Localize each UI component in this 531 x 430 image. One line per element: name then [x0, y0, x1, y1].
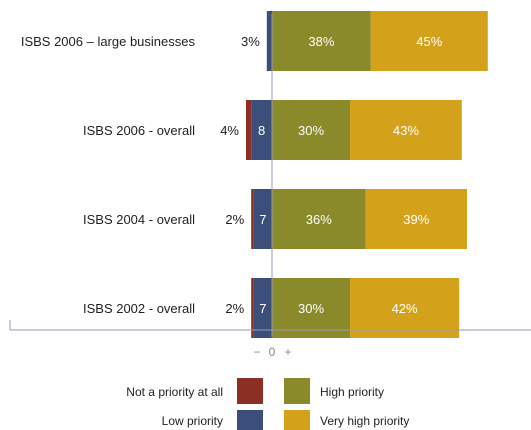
- bar-very-high-priority: [365, 189, 467, 249]
- bar-very-high-priority: [370, 11, 488, 71]
- axis-zero-label: 0: [269, 345, 276, 359]
- baseline-axis: [9, 320, 531, 331]
- low-priority-value-label: 7: [259, 212, 266, 227]
- bar-high-priority: [272, 11, 371, 71]
- bar-low-priority: [253, 189, 272, 249]
- bar-low-priority: [266, 11, 272, 71]
- negative-total-label: 2%: [225, 301, 244, 316]
- very-high-priority-value-label: 45%: [416, 34, 442, 49]
- very-high-priority-value-label: 42%: [392, 301, 418, 316]
- category-label: ISBS 2006 – large businesses: [21, 34, 196, 49]
- legend-swatch-high-priority: [284, 378, 310, 404]
- category-label: ISBS 2006 - overall: [83, 123, 195, 138]
- category-label: ISBS 2004 - overall: [83, 212, 195, 227]
- very-high-priority-value-label: 39%: [403, 212, 429, 227]
- legend-swatch-very-high-priority: [284, 410, 310, 430]
- high-priority-value-label: 30%: [298, 301, 324, 316]
- high-priority-value-label: 36%: [306, 212, 332, 227]
- bar-not-a-priority: [251, 189, 254, 249]
- legend-label-very-high-priority: Very high priority: [320, 414, 409, 428]
- negative-total-label: 3%: [241, 34, 260, 49]
- axis-plus-label: +: [284, 345, 291, 359]
- legend-swatch-not-a-priority: [237, 378, 263, 404]
- negative-total-label: 2%: [225, 212, 244, 227]
- legend-label-not-a-priority: Not a priority at all: [126, 385, 223, 399]
- bar-very-high-priority: [350, 278, 460, 338]
- axis-minus-label: −: [253, 345, 260, 359]
- category-label: ISBS 2002 - overall: [83, 301, 195, 316]
- negative-total-label: 4%: [220, 123, 239, 138]
- legend-label-low-priority: Low priority: [162, 414, 223, 428]
- bar-very-high-priority: [350, 100, 462, 160]
- bar-not-a-priority: [246, 100, 252, 160]
- very-high-priority-value-label: 43%: [393, 123, 419, 138]
- bar-not-a-priority: [251, 278, 254, 338]
- low-priority-value-label: 7: [259, 301, 266, 316]
- legend-swatch-low-priority: [237, 410, 263, 430]
- bar-high-priority: [272, 278, 350, 338]
- high-priority-value-label: 38%: [308, 34, 334, 49]
- bar-high-priority: [272, 189, 366, 249]
- bar-low-priority: [251, 100, 272, 160]
- chart-rows: ISBS 2006 – large businesses 3% 38% 45% ISBS…: [21, 11, 488, 338]
- high-priority-value-label: 30%: [298, 123, 324, 138]
- legend: Not a priority at all Low priority High …: [126, 378, 409, 430]
- legend-label-high-priority: High priority: [320, 385, 384, 399]
- bar-low-priority: [253, 278, 272, 338]
- bar-high-priority: [272, 100, 350, 160]
- low-priority-value-label: 8: [258, 123, 265, 138]
